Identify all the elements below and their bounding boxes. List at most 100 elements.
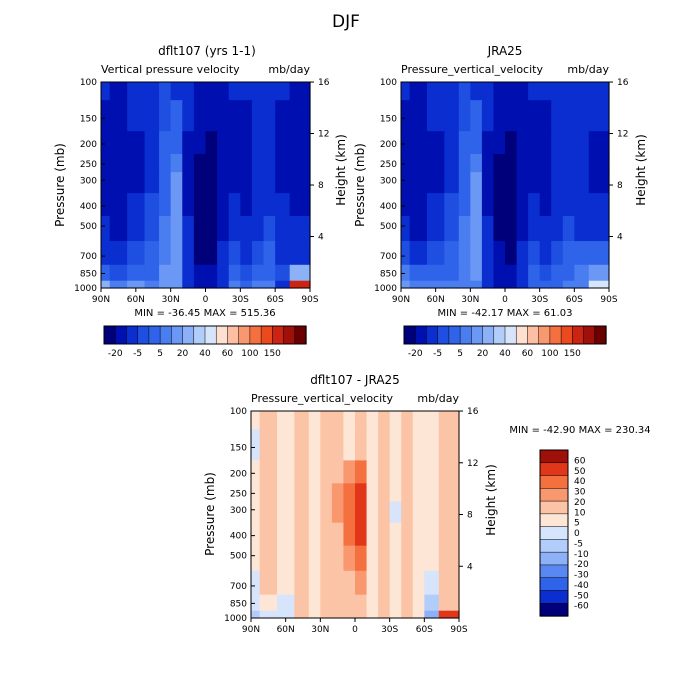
colorbar-swatch [539,539,569,553]
heatmap-cell [217,100,230,132]
heatmap-cell [574,131,590,155]
heatmap-cell [205,131,218,155]
heatmap-cell [251,216,265,242]
heatmap-cell [493,100,506,132]
heatmap-cell [458,280,471,289]
heatmap-cell [109,193,128,217]
heatmap-cell [101,153,111,173]
heatmap-cell [228,82,241,101]
heatmap-cell [259,483,278,503]
heatmap-cell [505,82,518,101]
colorbar-swatch [539,500,569,515]
colorbar-label: 10 [574,508,586,518]
heatmap-cell [551,100,564,132]
heatmap-cell [505,153,518,173]
y-right-tick-label: 4 [318,233,324,243]
colorbar-label: -5 [574,539,583,549]
panel-subtitle-right: mb/day [417,392,459,405]
colorbar-swatch [137,325,150,345]
heatmap-cell [101,193,111,217]
heatmap-cell [263,241,276,266]
heatmap-cell [205,241,218,266]
heatmap-cell [427,193,445,217]
y-right-axis-label: Height (km) [634,134,648,205]
heatmap-cell [320,545,333,572]
colorbar-label: -5 [133,349,142,359]
heatmap-cell [240,216,253,242]
heatmap-cell [205,100,218,132]
heatmap-cell [277,460,295,484]
heatmap-cell [470,241,483,266]
heatmap-cell [144,216,160,242]
heatmap-cell [516,216,529,242]
heatmap-cell [170,131,183,155]
y-tick-label: 700 [380,252,397,262]
heatmap-cell [193,264,207,282]
heatmap-cell [378,460,391,484]
heatmap-cell [355,570,368,596]
heatmap-cell [275,264,291,282]
heatmap-cell [193,241,207,266]
heatmap-cell [308,429,321,461]
colorbar-label: 50 [574,467,586,477]
heatmap-cell [170,153,183,173]
heatmap-cell [228,131,241,155]
heatmap-cell [401,501,414,524]
colorbar-label: 40 [574,477,586,487]
heatmap-cell [427,241,445,266]
heatmap-cell [378,429,391,461]
heatmap-cell [275,100,291,132]
heatmap-cell [551,264,564,282]
heatmap-cell [412,429,425,461]
heatmap-cell [251,153,265,173]
heatmap-cell [275,280,291,289]
heatmap-cell [470,100,483,132]
heatmap-cell [401,172,411,194]
heatmap-cell [401,131,411,155]
heatmap-cell [263,264,276,282]
heatmap-cell [424,411,440,430]
heatmap-cell [263,100,276,132]
heatmap-cell [101,280,111,289]
heatmap-cell [505,241,518,266]
colorbar-swatch [471,325,484,345]
heatmap-cell [101,241,111,266]
heatmap-cell [182,153,195,173]
heatmap-cell [528,264,541,282]
heatmap-cell [438,501,460,524]
heatmap-cell [539,172,552,194]
heatmap-cell [378,610,391,619]
heatmap-cell [193,172,207,194]
heatmap-cell [562,131,575,155]
heatmap-cell [217,280,230,289]
heatmap-cell [458,241,471,266]
heatmap-cell [343,429,356,461]
heatmap-cell [366,594,379,612]
heatmap-cell [401,411,414,430]
heatmap-cell [109,280,128,289]
colorbar-label: -20 [108,349,123,359]
stats-text: MIN = -42.90 MAX = 230.34 [509,425,650,436]
heatmap-cell [424,460,440,484]
panel-subtitle-left: Pressure_vertical_velocity [401,63,543,76]
heatmap-cell [427,172,445,194]
heatmap-plot: 100 150 200 250 300 400 500 700 850 1000 16 12 8 4 90N… [74,78,330,305]
heatmap-cell [470,172,483,194]
heatmap-cell [409,172,428,194]
heatmap-cell [205,82,218,101]
heatmap-cell [516,153,529,173]
heatmap-cell [159,216,172,242]
heatmap-cell [159,82,172,101]
heatmap-cell [127,172,146,194]
heatmap-cell [109,82,128,101]
heatmap-cell [251,460,261,484]
colorbar-swatch [572,325,585,345]
heatmap-cell [127,216,146,242]
heatmap-cell [343,610,356,619]
heatmap-cell [378,594,391,612]
heatmap-cell [444,172,460,194]
y-tick-label: 850 [380,269,397,279]
heatmap-cell [458,82,471,101]
colorbar-swatch [294,325,307,345]
heatmap-cell [289,193,311,217]
